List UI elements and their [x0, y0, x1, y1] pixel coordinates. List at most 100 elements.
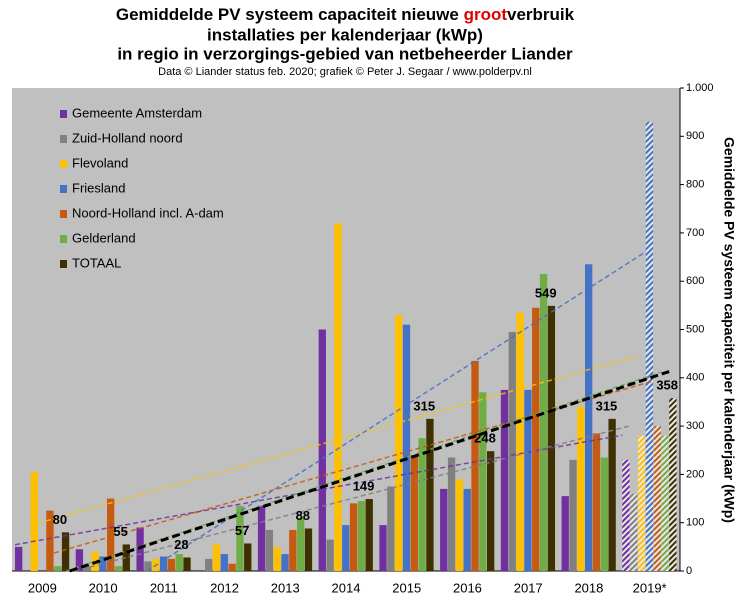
- bar: [318, 329, 326, 571]
- bar: [265, 529, 274, 571]
- y-tick-label: 100: [686, 517, 704, 529]
- legend-label: Noord-Holland incl. A-dam: [72, 205, 224, 220]
- bar: [83, 566, 91, 571]
- bar: [637, 435, 646, 571]
- bar: [463, 488, 471, 571]
- y-tick-label: 600: [686, 275, 704, 287]
- bar: [402, 324, 411, 571]
- bar: [653, 426, 661, 571]
- bar: [532, 307, 540, 571]
- bar: [136, 527, 144, 571]
- bar: [561, 496, 569, 571]
- bar: [30, 471, 38, 571]
- bar: [99, 556, 107, 571]
- bar: [183, 557, 191, 571]
- bar: [487, 451, 495, 571]
- title-part: verbruik: [507, 5, 575, 24]
- bar: [61, 532, 70, 571]
- x-tick-label: 2015: [392, 580, 421, 595]
- chart-title: in regio in verzorgings-gebied van netbe…: [117, 44, 573, 63]
- trend-line: [14, 434, 623, 546]
- y-tick-label: 0: [686, 565, 692, 577]
- bar: [349, 503, 358, 571]
- plot-area: [12, 88, 680, 571]
- data-label: 549: [535, 285, 557, 300]
- x-tick-label: 2018: [574, 580, 603, 595]
- bar: [471, 360, 479, 571]
- bar: [54, 566, 62, 571]
- bar: [212, 544, 221, 571]
- bar: [122, 544, 130, 571]
- bar: [440, 488, 448, 571]
- bar: [600, 457, 608, 571]
- legend-swatch: [60, 110, 67, 118]
- legend-swatch: [60, 210, 67, 218]
- legend-swatch: [60, 185, 67, 193]
- bar: [418, 438, 426, 571]
- bar: [508, 331, 516, 571]
- x-tick-label: 2017: [514, 580, 543, 595]
- y-tick-label: 1.000: [686, 82, 714, 94]
- data-label: 80: [53, 512, 67, 527]
- legend-swatch: [60, 260, 67, 268]
- bar: [334, 223, 342, 572]
- data-label: 55: [113, 524, 127, 539]
- data-label: 149: [353, 478, 375, 493]
- x-tick-label: 2016: [453, 580, 482, 595]
- bar: [144, 561, 152, 571]
- bar: [15, 546, 23, 571]
- bar: [304, 528, 313, 571]
- x-tick-label: 2014: [332, 580, 361, 595]
- bar: [175, 554, 183, 571]
- x-tick-label: 2012: [210, 580, 239, 595]
- bar: [585, 264, 593, 571]
- legend-label: Zuid-Holland noord: [72, 130, 183, 145]
- bar: [410, 455, 418, 571]
- chart-title: installaties per kalenderjaar (kWp): [207, 25, 483, 44]
- bar: [516, 312, 524, 571]
- y-tick-label: 400: [686, 372, 704, 384]
- subtitle: Data © Liander status feb. 2020; grafiek…: [158, 66, 532, 78]
- data-label: 88: [296, 508, 310, 523]
- y-tick-label: 900: [686, 130, 704, 142]
- bar: [159, 556, 168, 571]
- bar: [220, 554, 228, 571]
- y-axis-label: Gemiddelde PV systeem capaciteit per kal…: [721, 137, 737, 523]
- legend-label: Gemeente Amsterdam: [72, 105, 202, 120]
- legend-swatch: [60, 135, 67, 143]
- bar: [622, 459, 630, 571]
- bar: [297, 517, 305, 571]
- bar: [326, 539, 334, 571]
- x-tick-label: 2013: [271, 580, 300, 595]
- data-label: 28: [174, 537, 188, 552]
- x-tick-label: 2019*: [633, 580, 667, 595]
- trend-line: [46, 380, 654, 556]
- bar: [205, 558, 213, 571]
- y-tick-label: 500: [686, 323, 704, 335]
- bar: [114, 566, 123, 571]
- bar: [447, 457, 456, 571]
- bar: [167, 558, 176, 571]
- bar: [273, 546, 281, 571]
- bar: [387, 486, 395, 571]
- bar: [630, 493, 638, 571]
- legend-label: Friesland: [72, 180, 125, 195]
- bar: [539, 273, 548, 571]
- bar: [479, 392, 487, 571]
- bar: [569, 459, 577, 571]
- bar: [547, 305, 556, 571]
- y-tick-label: 700: [686, 227, 704, 239]
- bar: [244, 543, 252, 571]
- bar: [236, 505, 244, 571]
- y-tick-label: 300: [686, 420, 704, 432]
- legend-label: TOTAAL: [72, 255, 121, 270]
- data-label: 315: [413, 398, 435, 413]
- x-tick-label: 2010: [89, 580, 118, 595]
- bar: [524, 389, 532, 571]
- trend-line: [69, 370, 670, 573]
- bar: [107, 498, 115, 571]
- data-label: 57: [235, 523, 249, 538]
- bar: [592, 433, 601, 571]
- bar: [500, 389, 509, 571]
